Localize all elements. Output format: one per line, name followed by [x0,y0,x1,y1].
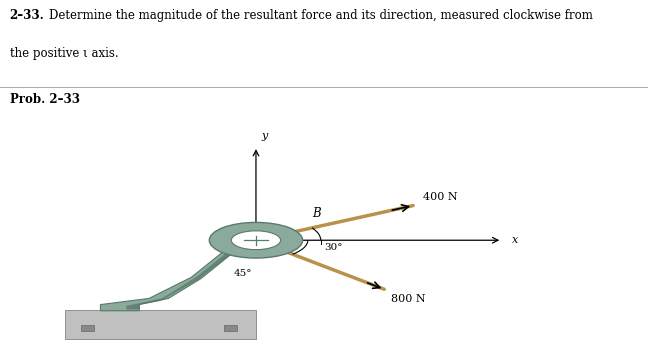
Text: y: y [261,131,268,141]
Circle shape [209,222,303,258]
Text: x: x [512,235,518,245]
Text: 45°: 45° [233,269,252,278]
Text: Prob. 2–33: Prob. 2–33 [10,93,80,106]
Text: Determine the magnitude of the resultant force and its direction, measured clock: Determine the magnitude of the resultant… [49,9,592,22]
Polygon shape [224,325,237,331]
Text: 2–33.: 2–33. [10,9,45,22]
Polygon shape [65,309,256,339]
Text: 800 N: 800 N [391,294,425,304]
Text: the positive ι axis.: the positive ι axis. [10,47,119,60]
Circle shape [231,231,281,250]
Text: 400 N: 400 N [422,192,457,202]
Polygon shape [126,245,243,309]
Text: B: B [312,207,320,220]
Text: 30°: 30° [324,243,343,252]
Polygon shape [100,238,256,311]
Polygon shape [81,325,94,331]
